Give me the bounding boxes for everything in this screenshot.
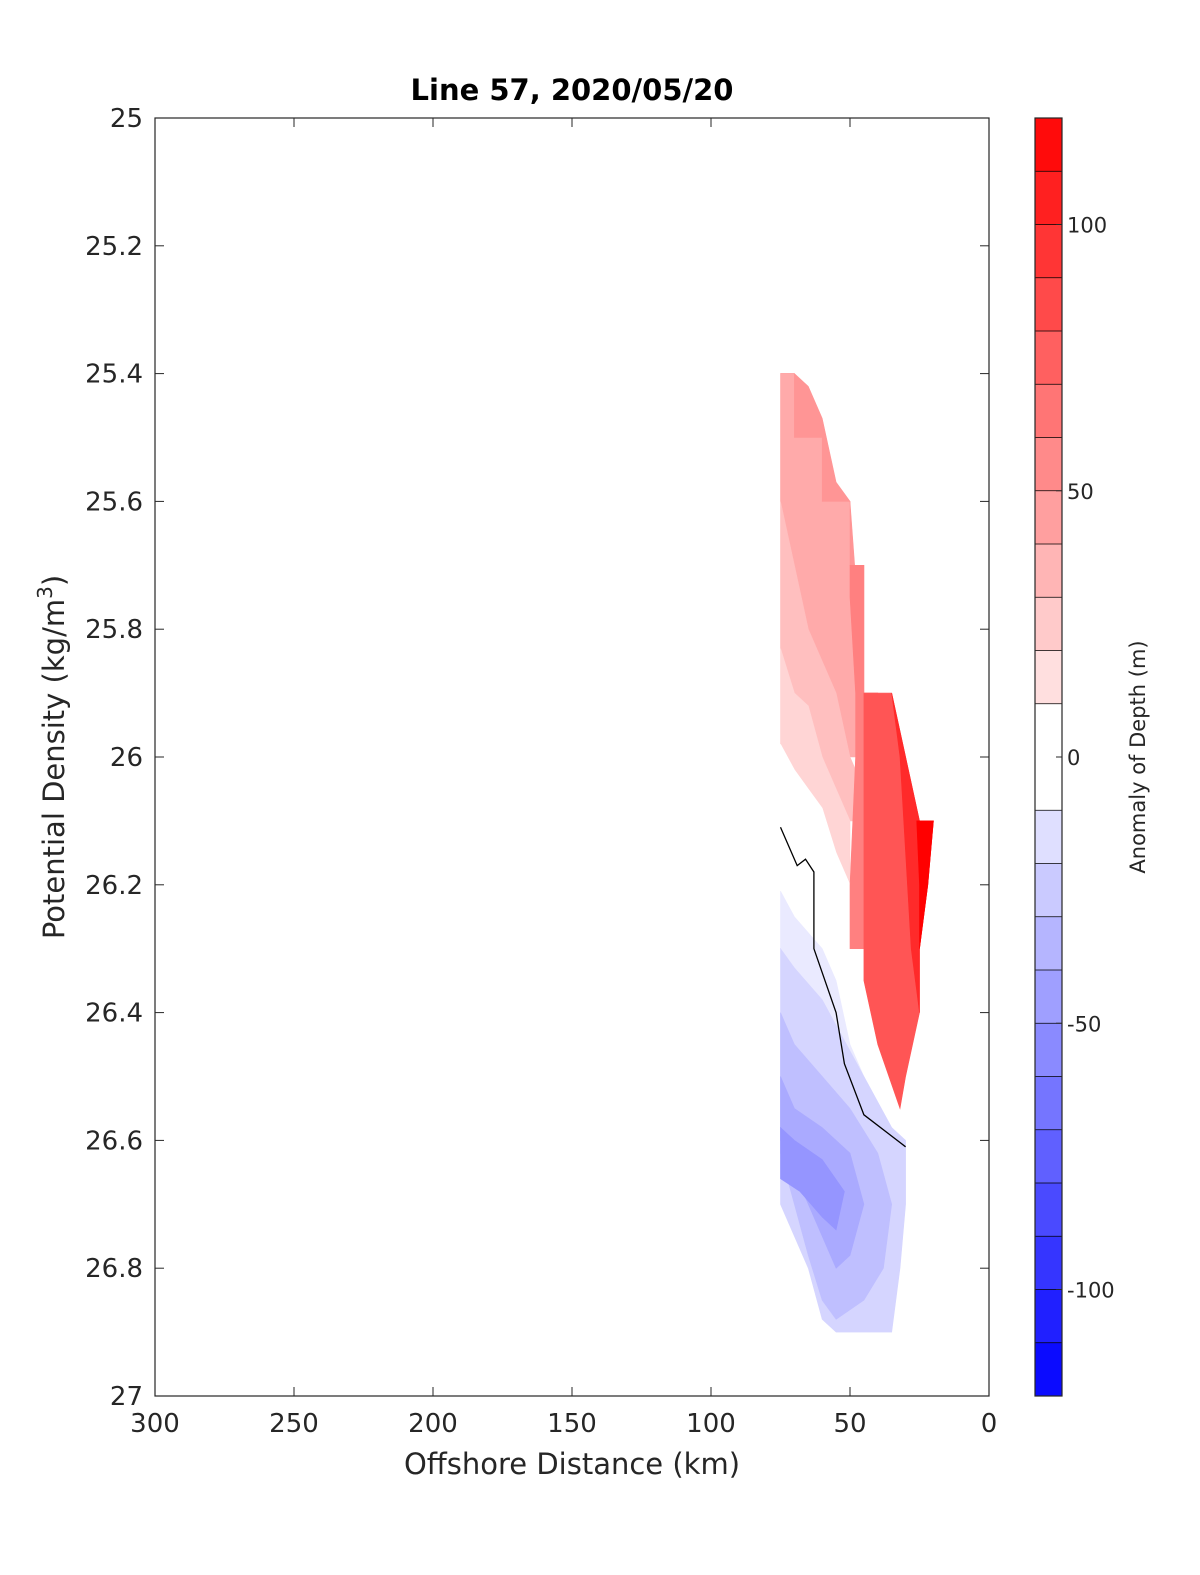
- colorbar-swatch: [1035, 331, 1062, 385]
- colorbar-swatch: [1035, 544, 1062, 598]
- chart-title: Line 57, 2020/05/20: [411, 73, 734, 107]
- colorbar-swatch: [1035, 437, 1062, 491]
- colorbar-tick-label: 50: [1067, 480, 1094, 504]
- colorbar-swatch: [1035, 1236, 1062, 1290]
- colorbar-tick-label: -50: [1067, 1012, 1101, 1036]
- y-axis-title-suffix: ): [37, 575, 71, 586]
- colorbar-swatch: [1035, 1342, 1062, 1397]
- colorbar-swatch: [1035, 1129, 1062, 1184]
- colorbar-swatch: [1035, 224, 1062, 278]
- y-tick-label: 26: [110, 743, 143, 773]
- contour-region-13: [916, 820, 934, 949]
- colorbar-swatch: [1035, 970, 1062, 1024]
- colorbar-swatch: [1035, 650, 1062, 704]
- plot-frame: [154, 117, 990, 1397]
- colorbar-tick-label: 0: [1067, 746, 1080, 770]
- y-tick-label: 26.8: [85, 1254, 143, 1284]
- colorbar-title: Anomaly of Depth (m): [1126, 640, 1150, 873]
- colorbar-swatch: [1035, 1076, 1062, 1130]
- colorbar-tick-label: 100: [1067, 214, 1107, 238]
- colorbar-swatch: [1035, 277, 1062, 332]
- colorbar-swatch: [1035, 1183, 1062, 1237]
- y-tick-label: 25.8: [85, 615, 143, 645]
- tick-layer: 300 250 200 150 100 50 0 25 25.2 25.4 25.6 25.8 26 26…: [85, 104, 997, 1439]
- colorbar-swatch: [1035, 118, 1062, 172]
- x-tick-label: 200: [408, 1409, 458, 1439]
- x-axis-title: Offshore Distance (km): [404, 1447, 740, 1481]
- x-tick-label: 50: [833, 1409, 866, 1439]
- contour-fill-layer: [779, 373, 934, 1333]
- colorbar-swatch: [1035, 916, 1062, 971]
- y-axis-title-main: Potential Density (kg/m: [37, 599, 71, 939]
- y-tick-label: 25.6: [85, 487, 143, 517]
- colorbar-swatch: [1035, 863, 1062, 917]
- x-tick-label: 150: [547, 1409, 597, 1439]
- x-tick-label: 300: [130, 1409, 180, 1439]
- colorbar-tick-label: -100: [1067, 1279, 1115, 1303]
- colorbar-swatch: [1035, 384, 1062, 438]
- y-tick-label: 27: [110, 1382, 143, 1412]
- y-tick-label: 25.2: [85, 232, 143, 262]
- y-tick-label: 26.2: [85, 871, 143, 901]
- zero-contour-line: [779, 827, 906, 1148]
- colorbar-swatch: [1035, 1289, 1062, 1343]
- x-tick-label: 0: [981, 1409, 998, 1439]
- colorbar-frame: [1034, 117, 1063, 1397]
- x-tick-label: 100: [686, 1409, 736, 1439]
- contour-region-1: [780, 373, 856, 579]
- x-tick-label: 250: [269, 1409, 319, 1439]
- y-tick-label: 25: [110, 104, 143, 134]
- y-tick-label: 25.4: [85, 360, 143, 390]
- contour-region-9: [780, 1126, 845, 1231]
- y-axis-title-superscript: 3: [33, 586, 57, 599]
- colorbar-swatch: [1035, 171, 1062, 225]
- y-axis-title: Potential Density (kg/m3): [33, 575, 71, 939]
- colorbar-swatch: [1035, 1023, 1062, 1077]
- y-tick-label: 26.4: [85, 999, 143, 1029]
- colorbar: 100 50 0 -50 -100: [1035, 118, 1115, 1397]
- colorbar-swatch: [1035, 490, 1062, 545]
- colorbar-swatch: [1035, 810, 1062, 864]
- colorbar-swatch: [1035, 597, 1062, 651]
- y-tick-label: 26.6: [85, 1126, 143, 1156]
